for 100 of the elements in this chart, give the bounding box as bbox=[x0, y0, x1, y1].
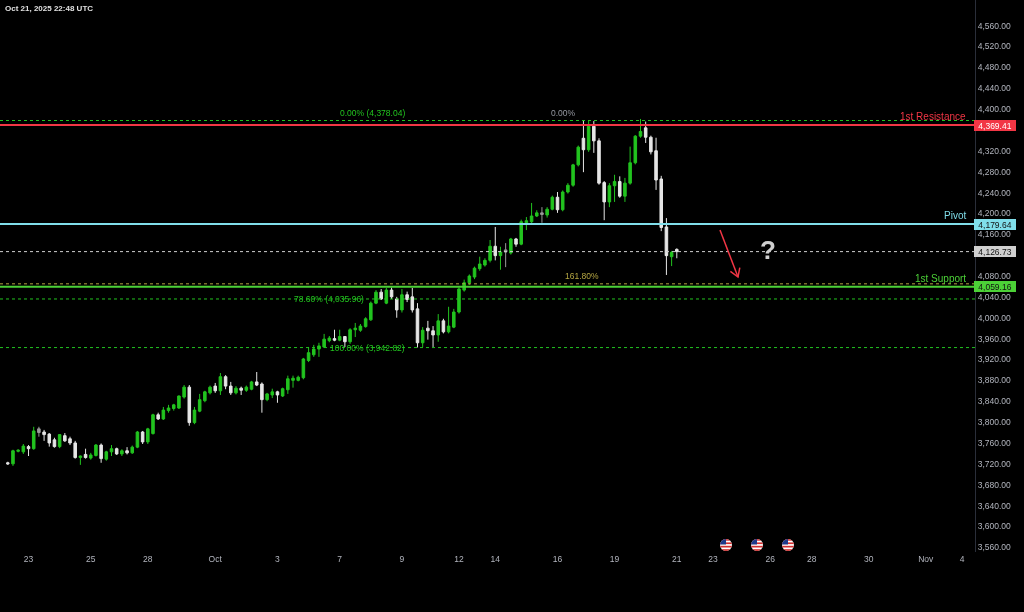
candlestick bbox=[498, 246, 503, 271]
candlestick bbox=[156, 412, 160, 421]
ref-line-label: 4,369.41 bbox=[978, 120, 1012, 131]
y-tick-label: 3,720.00 bbox=[977, 458, 1012, 469]
candlestick bbox=[187, 384, 192, 427]
x-tick-label: 30 bbox=[863, 553, 874, 564]
x-tick-label: 26 bbox=[765, 553, 776, 564]
annotation: 1st Resistance bbox=[900, 111, 967, 122]
candlestick bbox=[52, 437, 57, 449]
ref-line-label: 4,126.73 bbox=[978, 246, 1012, 257]
annotation: 161.80% bbox=[565, 271, 599, 281]
x-tick-label: 16 bbox=[552, 553, 563, 564]
y-tick-label: 4,080.00 bbox=[977, 270, 1012, 281]
ref-line-label: 4,179.64 bbox=[978, 219, 1012, 230]
candlestick bbox=[125, 446, 129, 455]
candlestick bbox=[436, 313, 440, 343]
x-tick-label: 28 bbox=[806, 553, 817, 564]
candlestick bbox=[213, 382, 217, 394]
candlestick bbox=[192, 406, 197, 425]
x-tick-label: 28 bbox=[143, 553, 153, 564]
candlestick bbox=[358, 323, 363, 333]
candlestick bbox=[669, 250, 674, 267]
y-tick-label: 3,920.00 bbox=[977, 354, 1012, 365]
candlestick bbox=[140, 430, 145, 445]
y-tick-label: 4,400.00 bbox=[977, 104, 1012, 115]
x-tick-label: 3 bbox=[275, 553, 281, 564]
y-tick-label: 4,520.00 bbox=[977, 41, 1012, 52]
annotation: 1st Support bbox=[915, 273, 967, 284]
x-tick-label: Oct bbox=[208, 553, 223, 564]
candlestick bbox=[664, 217, 669, 276]
candlestick bbox=[161, 406, 166, 421]
y-tick-label: 3,880.00 bbox=[977, 375, 1012, 386]
y-tick-label: 3,960.00 bbox=[977, 333, 1012, 344]
x-tick-label: 19 bbox=[609, 553, 620, 564]
candlestick bbox=[493, 226, 498, 261]
candlestick bbox=[675, 248, 679, 259]
candlestick bbox=[617, 175, 622, 199]
candlestick bbox=[379, 288, 383, 301]
candlestick bbox=[6, 461, 10, 466]
candlestick bbox=[607, 182, 612, 208]
candlestick bbox=[78, 454, 83, 466]
candlestick bbox=[218, 372, 223, 396]
candlestick bbox=[514, 237, 518, 248]
y-tick-label: 3,560.00 bbox=[977, 542, 1012, 553]
x-tick-label: 21 bbox=[672, 553, 682, 564]
y-tick-label: 4,040.00 bbox=[977, 291, 1012, 302]
x-tick-label: 23 bbox=[708, 553, 719, 564]
ref-line-label: 4,059.16 bbox=[978, 281, 1012, 292]
candlestick bbox=[234, 385, 238, 395]
y-tick-label: 4,200.00 bbox=[977, 208, 1012, 219]
y-tick-label: 4,240.00 bbox=[977, 187, 1012, 198]
x-tick-label: 14 bbox=[490, 553, 501, 564]
candlestick bbox=[114, 447, 119, 456]
candlestick bbox=[509, 237, 513, 256]
y-tick-label: 4,480.00 bbox=[977, 62, 1012, 73]
ref-line-label: 78.60% (4,035.96) bbox=[294, 294, 365, 304]
y-tick-label: 3,640.00 bbox=[977, 500, 1012, 511]
candlestick bbox=[581, 120, 586, 173]
candlestick bbox=[337, 329, 342, 342]
candlestick bbox=[57, 433, 62, 449]
candlestick bbox=[31, 426, 36, 451]
candlestick bbox=[26, 444, 31, 457]
x-tick-label: 25 bbox=[86, 553, 96, 564]
annotation: 0.00% bbox=[551, 108, 576, 118]
y-tick-label: 3,680.00 bbox=[977, 479, 1012, 490]
candlestick bbox=[612, 174, 617, 203]
candlestick bbox=[99, 442, 103, 464]
annotation: Pivot bbox=[944, 210, 967, 221]
candlestick bbox=[83, 448, 88, 460]
candlestick bbox=[104, 450, 109, 462]
candlestick bbox=[239, 386, 243, 396]
x-tick-label: 23 bbox=[23, 553, 34, 564]
y-tick-label: 3,600.00 bbox=[977, 521, 1012, 532]
y-tick-label: 4,440.00 bbox=[977, 83, 1012, 94]
x-tick-label: 9 bbox=[399, 553, 405, 564]
y-tick-label: 3,760.00 bbox=[977, 437, 1012, 448]
candlestick bbox=[130, 445, 135, 455]
candlestick bbox=[540, 206, 544, 224]
candlestick bbox=[120, 448, 124, 457]
annotation: Oct 21, 2025 22:48 UTC bbox=[5, 4, 94, 13]
y-tick-label: 3,800.00 bbox=[977, 417, 1012, 428]
ref-line-label: 0.00% (4,378.04) bbox=[340, 108, 406, 118]
candlestick bbox=[394, 296, 399, 319]
candlestick bbox=[389, 286, 394, 300]
y-tick-label: 4,320.00 bbox=[977, 145, 1012, 156]
candlestick bbox=[275, 391, 280, 404]
y-tick-label: 3,840.00 bbox=[977, 396, 1012, 407]
annotation: ? bbox=[760, 235, 776, 265]
candlestick bbox=[332, 329, 337, 342]
y-tick-label: 4,280.00 bbox=[977, 166, 1012, 177]
x-tick-label: 4 bbox=[959, 553, 965, 564]
candlestick bbox=[109, 444, 114, 457]
x-tick-label: 12 bbox=[454, 553, 464, 564]
candlestick bbox=[555, 191, 560, 214]
candlestick bbox=[37, 426, 41, 438]
candlestick bbox=[244, 385, 249, 393]
x-tick-label: Nov bbox=[918, 553, 935, 564]
candlestick bbox=[166, 404, 171, 414]
y-tick-label: 4,560.00 bbox=[977, 20, 1012, 31]
ref-line-label: 100.00% (3,942.82) bbox=[330, 343, 405, 353]
